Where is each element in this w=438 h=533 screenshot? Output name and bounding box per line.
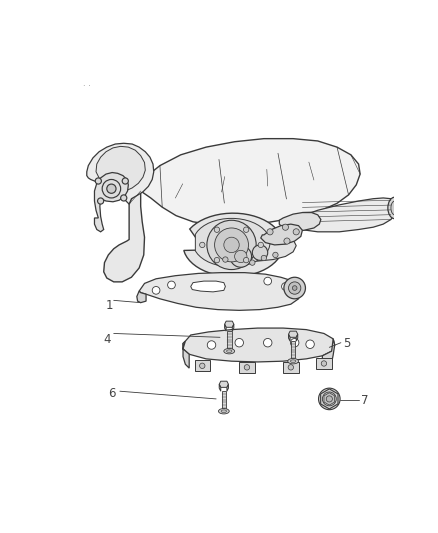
Polygon shape bbox=[194, 360, 209, 371]
Polygon shape bbox=[139, 273, 300, 310]
Polygon shape bbox=[184, 213, 283, 277]
Circle shape bbox=[249, 260, 254, 265]
Polygon shape bbox=[96, 147, 145, 192]
Polygon shape bbox=[232, 324, 233, 331]
Polygon shape bbox=[221, 391, 226, 409]
Circle shape bbox=[261, 255, 266, 261]
Polygon shape bbox=[190, 281, 225, 292]
Text: 1: 1 bbox=[106, 299, 113, 312]
Polygon shape bbox=[290, 341, 295, 359]
Polygon shape bbox=[288, 331, 297, 337]
Polygon shape bbox=[137, 291, 146, 303]
Circle shape bbox=[263, 277, 271, 285]
Polygon shape bbox=[321, 339, 334, 368]
Circle shape bbox=[207, 341, 215, 349]
Circle shape bbox=[263, 338, 271, 347]
Polygon shape bbox=[195, 219, 269, 267]
Circle shape bbox=[321, 361, 326, 366]
Text: 4: 4 bbox=[103, 333, 111, 346]
Circle shape bbox=[293, 229, 299, 235]
Polygon shape bbox=[320, 389, 337, 409]
Circle shape bbox=[282, 224, 288, 230]
Circle shape bbox=[199, 242, 205, 248]
Polygon shape bbox=[226, 331, 231, 349]
Circle shape bbox=[167, 281, 175, 289]
Circle shape bbox=[243, 257, 248, 263]
Circle shape bbox=[106, 184, 116, 193]
Polygon shape bbox=[224, 321, 233, 327]
Circle shape bbox=[214, 228, 248, 262]
Polygon shape bbox=[183, 328, 334, 362]
Circle shape bbox=[288, 282, 300, 294]
Ellipse shape bbox=[290, 360, 295, 362]
Circle shape bbox=[283, 238, 290, 244]
Polygon shape bbox=[315, 358, 331, 369]
Text: 6: 6 bbox=[108, 386, 116, 400]
Circle shape bbox=[223, 237, 239, 253]
Circle shape bbox=[122, 178, 128, 184]
Polygon shape bbox=[129, 139, 359, 225]
Ellipse shape bbox=[226, 350, 231, 352]
Polygon shape bbox=[226, 384, 228, 391]
Polygon shape bbox=[239, 362, 254, 373]
Polygon shape bbox=[296, 334, 297, 341]
Text: 5: 5 bbox=[343, 337, 350, 350]
Circle shape bbox=[214, 227, 219, 232]
Circle shape bbox=[234, 338, 243, 347]
Circle shape bbox=[252, 245, 267, 260]
Circle shape bbox=[283, 277, 305, 299]
Circle shape bbox=[281, 282, 289, 290]
Polygon shape bbox=[323, 393, 334, 405]
Circle shape bbox=[266, 229, 272, 235]
Circle shape bbox=[230, 246, 251, 267]
Circle shape bbox=[244, 365, 249, 370]
Circle shape bbox=[318, 388, 339, 410]
Polygon shape bbox=[293, 198, 394, 232]
Circle shape bbox=[321, 392, 336, 406]
Circle shape bbox=[243, 227, 248, 232]
Circle shape bbox=[305, 340, 314, 349]
Polygon shape bbox=[103, 191, 144, 282]
Text: 7: 7 bbox=[360, 394, 367, 407]
Ellipse shape bbox=[387, 197, 401, 219]
Text: . .: . . bbox=[83, 78, 91, 87]
Polygon shape bbox=[219, 381, 228, 387]
Ellipse shape bbox=[287, 359, 298, 364]
Polygon shape bbox=[283, 362, 298, 373]
Ellipse shape bbox=[390, 201, 398, 215]
Polygon shape bbox=[279, 213, 320, 231]
Circle shape bbox=[102, 180, 120, 198]
Polygon shape bbox=[224, 324, 226, 331]
Polygon shape bbox=[203, 233, 296, 261]
Circle shape bbox=[325, 396, 332, 402]
Ellipse shape bbox=[223, 349, 234, 354]
Polygon shape bbox=[183, 341, 189, 368]
Polygon shape bbox=[87, 143, 153, 204]
Circle shape bbox=[97, 198, 103, 204]
Circle shape bbox=[287, 365, 293, 370]
Circle shape bbox=[234, 251, 246, 263]
Circle shape bbox=[292, 286, 296, 290]
Circle shape bbox=[290, 338, 298, 347]
Circle shape bbox=[120, 195, 127, 201]
Ellipse shape bbox=[218, 408, 229, 414]
Circle shape bbox=[95, 178, 101, 184]
Circle shape bbox=[222, 257, 228, 262]
Polygon shape bbox=[94, 173, 128, 232]
Polygon shape bbox=[260, 224, 302, 245]
Circle shape bbox=[214, 257, 219, 263]
Ellipse shape bbox=[221, 410, 226, 413]
Polygon shape bbox=[219, 384, 220, 391]
Polygon shape bbox=[288, 334, 290, 341]
Circle shape bbox=[206, 220, 256, 270]
Circle shape bbox=[258, 242, 263, 248]
Circle shape bbox=[199, 363, 205, 368]
Circle shape bbox=[272, 252, 278, 257]
Circle shape bbox=[152, 287, 159, 294]
